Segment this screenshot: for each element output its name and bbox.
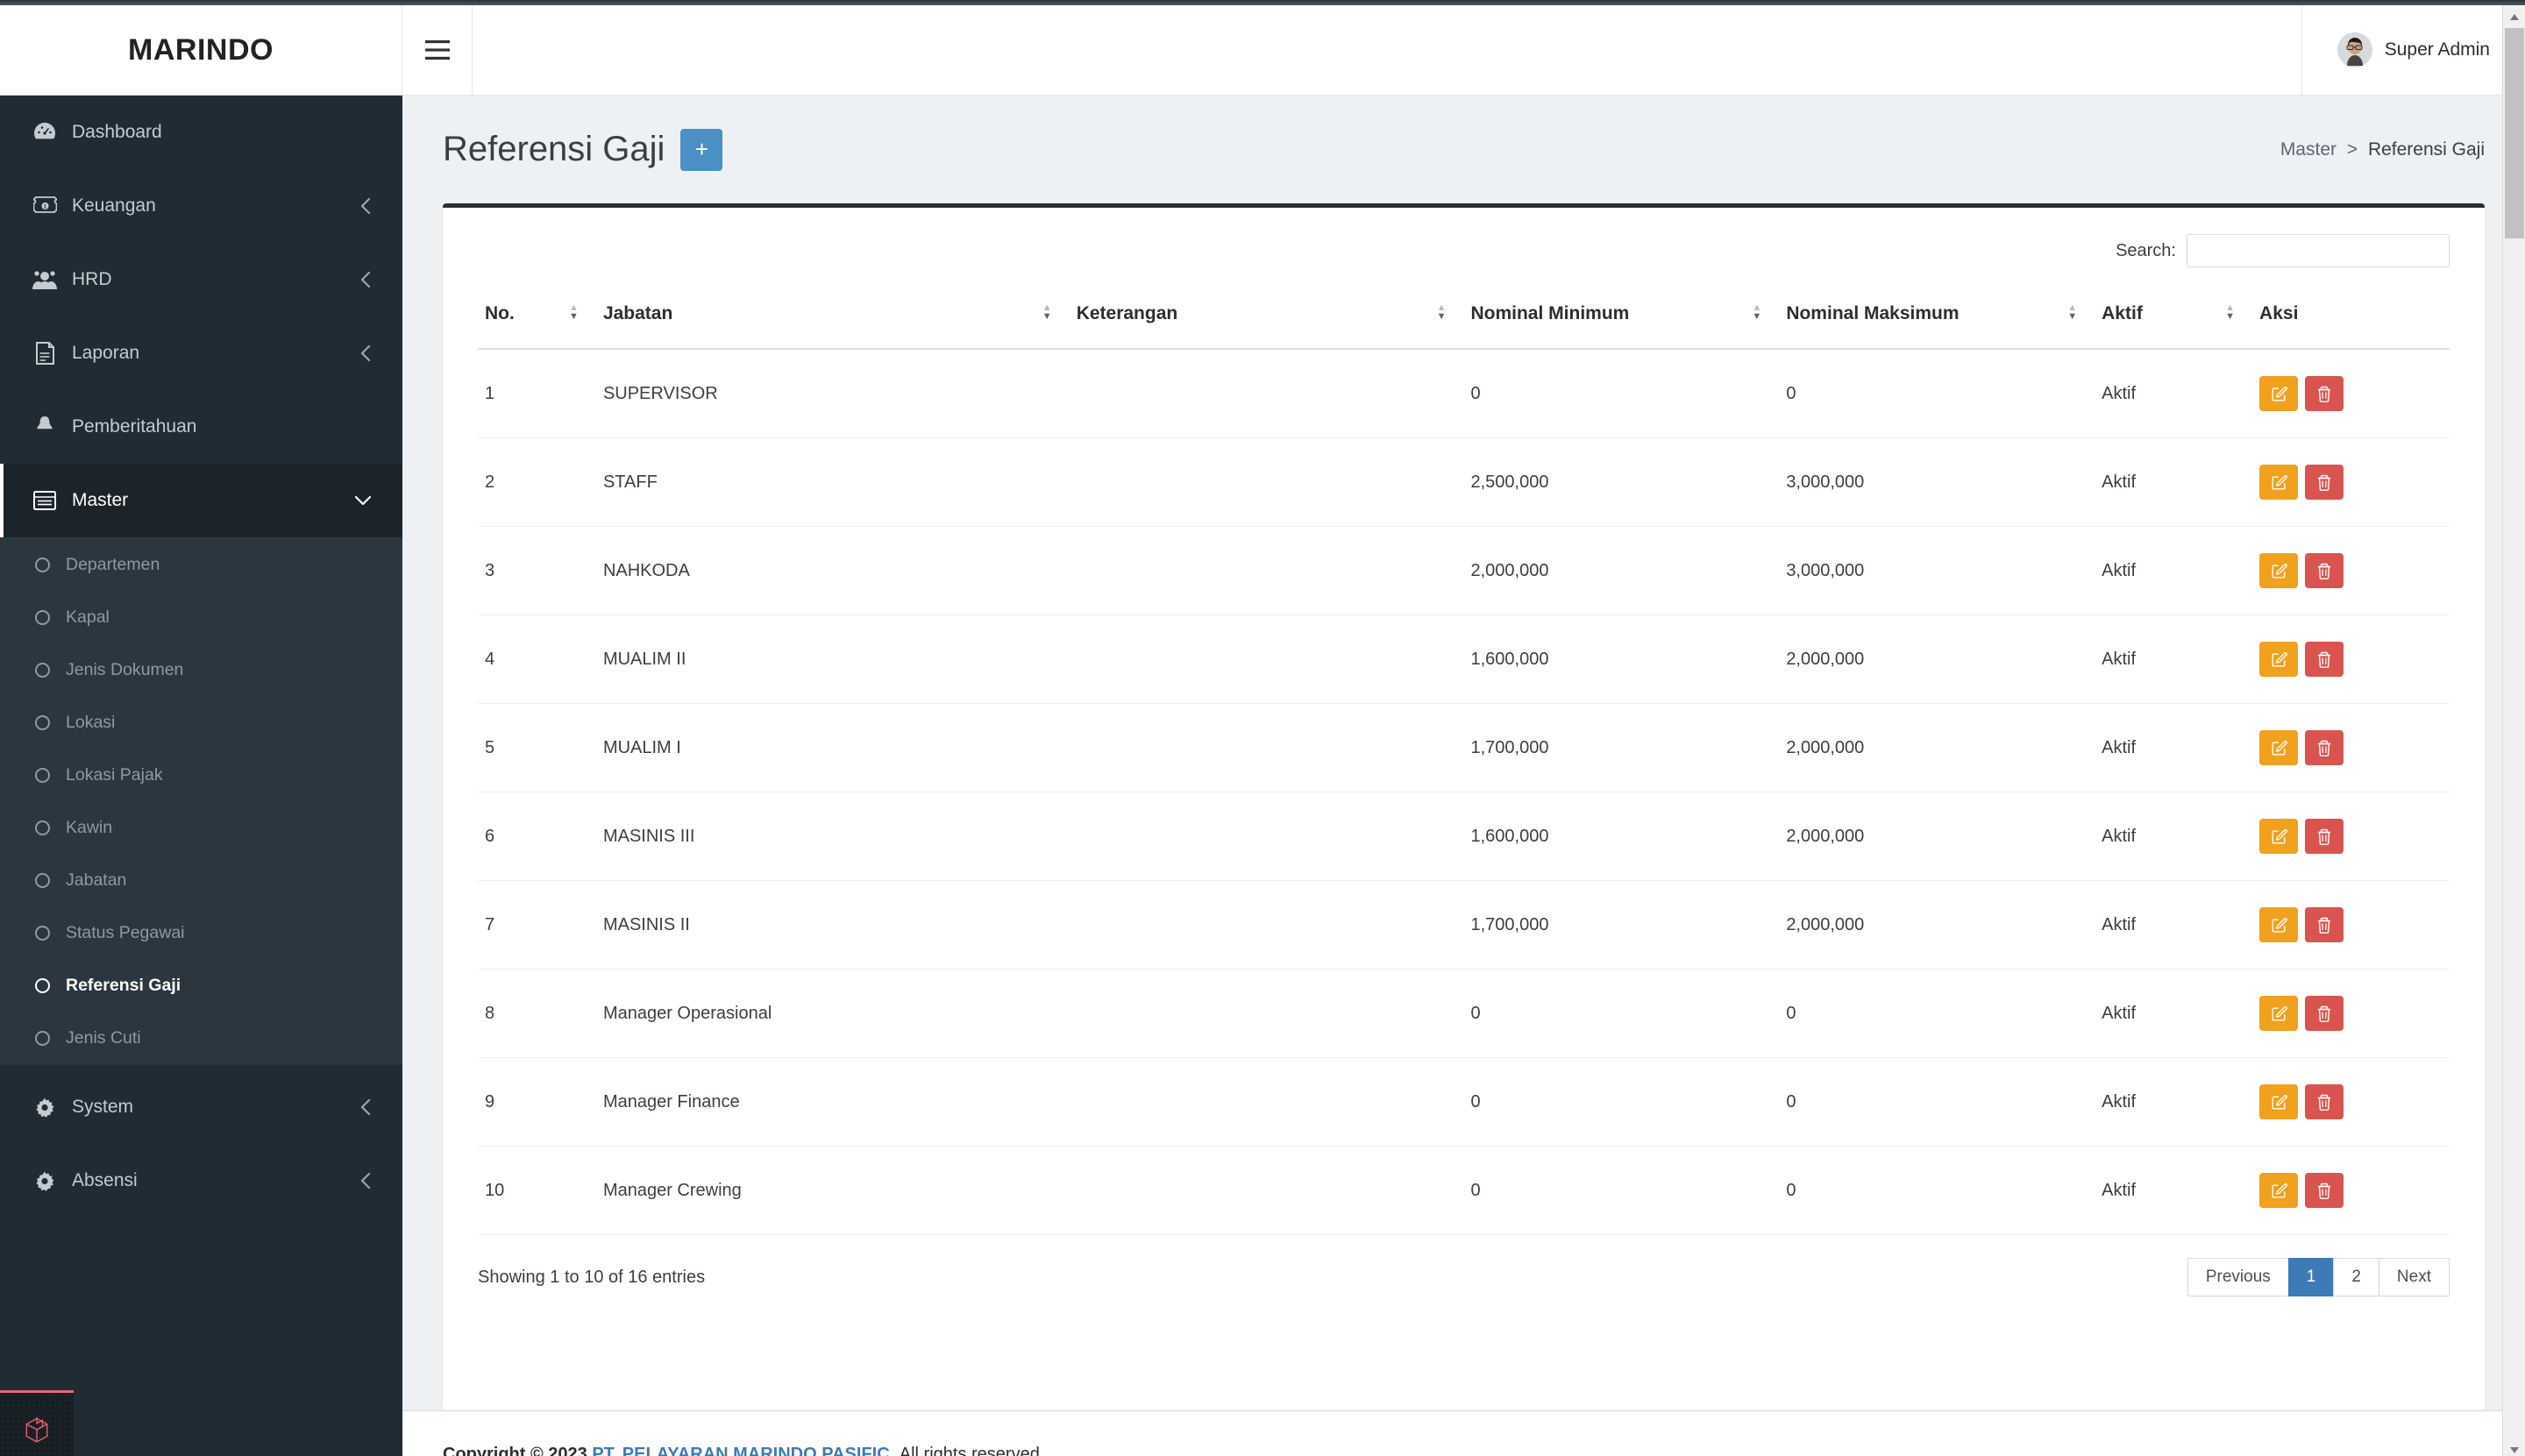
svg-text:1: 1 [43,204,46,210]
